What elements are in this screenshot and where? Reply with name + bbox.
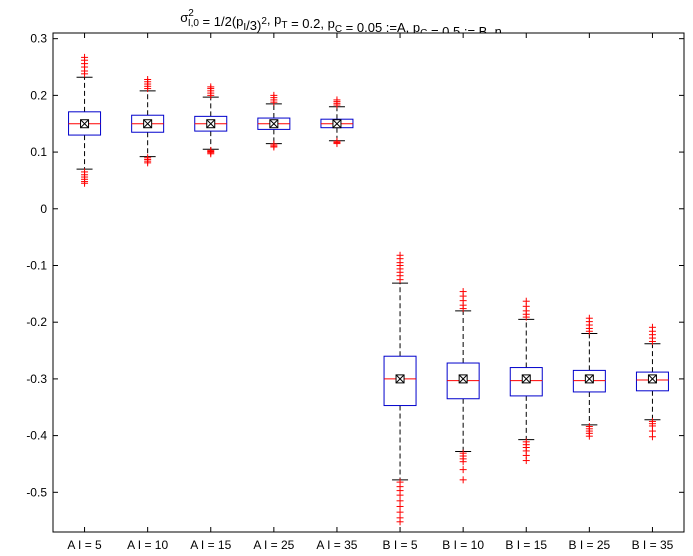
box-group [446,288,480,484]
y-tick-label: 0.1 [30,145,47,159]
mean-marker-cross [206,119,216,129]
outlier-point [459,288,467,296]
plot-area-frame [52,32,685,533]
x-tick-label: A I = 5 [67,538,102,552]
mean-marker-cross [584,374,594,384]
box-group [131,75,165,167]
y-tick-label: -0.3 [26,372,47,386]
outlier-point [270,91,278,99]
outlier-point [648,433,656,441]
outlier-point [81,179,89,187]
x-tick-label: A I = 15 [190,538,231,552]
mean-marker-cross [521,374,531,384]
x-tick-label: B I = 15 [505,538,547,552]
box-group [509,297,543,465]
outlier-point [585,314,593,322]
outlier-point [333,140,341,148]
box-group [635,323,669,441]
box-group [383,251,417,526]
y-tick-label: 0 [40,202,47,216]
outlier-point [207,150,215,158]
y-tick-label: 0.3 [30,32,47,46]
x-tick-label: B I = 25 [568,538,610,552]
outlier-point [459,458,467,466]
outlier-point [396,251,404,259]
y-axis: -0.5 -0.4 -0.3 -0.2 -0.1 0 0.1 0.2 0.3 [26,32,684,499]
outlier-point [459,466,467,474]
outlier-point [585,432,593,440]
x-tick-label: A I = 10 [127,538,168,552]
outlier-point [333,96,341,104]
box-group [194,83,228,158]
mean-marker-cross [80,119,89,129]
x-tick-label: B I = 10 [442,538,484,552]
outlier-point [522,297,530,305]
y-tick-label: -0.4 [26,429,47,443]
iqr-box [509,367,543,397]
x-axis: A I = 5 A I = 10 A I = 15 A I = 25 A I = 35 B… [67,33,674,552]
outlier-point [270,143,278,151]
mean-marker-cross [143,119,153,129]
outlier-point [459,476,467,484]
box-group [68,53,102,187]
x-tick-label: A I = 25 [253,538,294,552]
box-group [320,96,354,148]
outlier-point [522,457,530,465]
outlier-point [207,83,215,91]
y-tick-label: -0.5 [26,485,47,499]
outlier-point [144,75,152,83]
boxes-layer [68,53,669,526]
iqr-box [572,369,606,393]
y-tick-label: 0.2 [30,88,47,102]
box-group [257,91,291,151]
iqr-box [383,355,417,407]
mean-marker-cross [648,374,657,384]
box-group [572,314,606,440]
x-tick-label: A I = 35 [316,538,357,552]
mean-marker-cross [332,119,342,129]
mean-marker-cross [395,374,405,384]
outlier-point [396,518,404,526]
y-tick-label: -0.2 [26,315,47,329]
outlier-point [144,159,152,167]
mean-marker-cross [458,374,468,384]
x-tick-label: B I = 35 [632,538,674,552]
y-tick-label: -0.1 [26,258,47,272]
mean-marker-cross [269,119,279,129]
x-tick-label: B I = 5 [383,538,418,552]
outlier-point [81,53,89,61]
outlier-point [648,323,656,331]
iqr-box [635,371,669,392]
